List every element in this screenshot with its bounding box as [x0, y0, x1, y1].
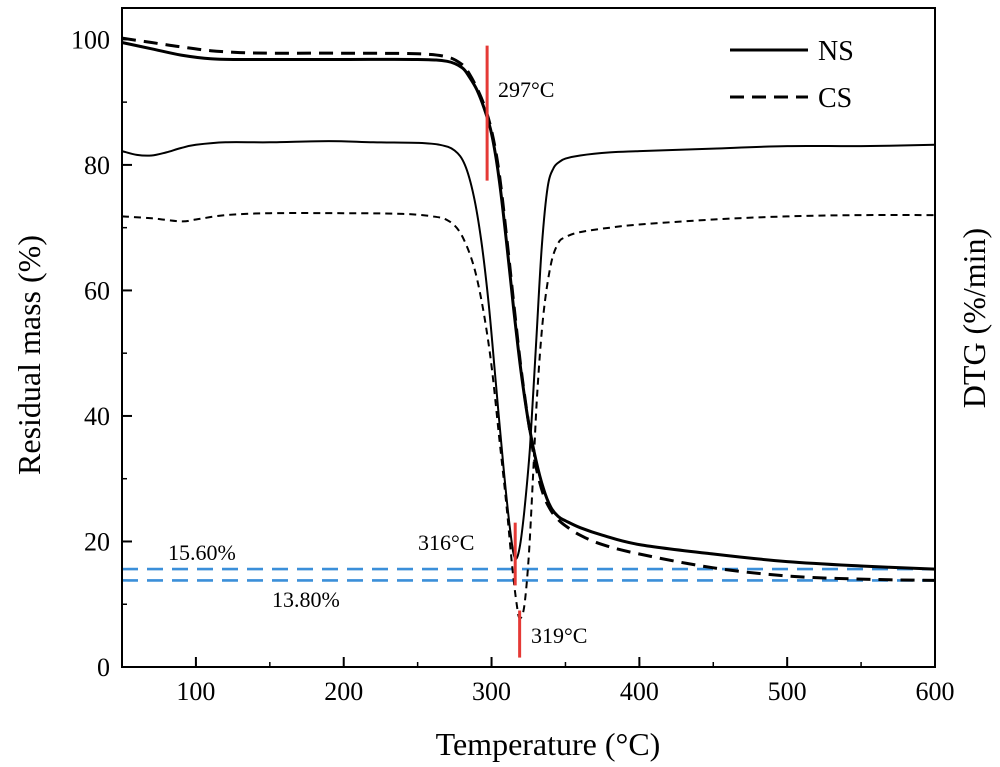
- legend-label-cs: CS: [818, 83, 852, 114]
- y-tick-label: 100: [71, 25, 110, 54]
- annotation-297c: 297°C: [498, 77, 554, 102]
- y-tick-label: 40: [84, 402, 110, 431]
- plot-frame: [121, 7, 936, 668]
- x-tick-label: 300: [472, 677, 511, 706]
- series-cs-tg-line: [121, 36, 936, 582]
- annotation-15-60-percent: 15.60%: [168, 540, 236, 565]
- x-tick-label: 600: [916, 677, 955, 706]
- annotation-13-80-percent: 13.80%: [272, 587, 340, 612]
- y-tick-label: 60: [84, 276, 110, 305]
- legend: NS CS: [730, 36, 854, 114]
- x-tick-label: 500: [768, 677, 807, 706]
- y-tick-label: 80: [84, 151, 110, 180]
- series-ns-dtg-line: [121, 140, 936, 560]
- x-axis-title: Temperature (°C): [436, 726, 661, 762]
- y-tick-label: 0: [97, 653, 110, 682]
- series-cs-dtg-line: [121, 212, 936, 620]
- y-axis-title-right: DTG (%/min): [956, 228, 992, 408]
- x-tick-label: 400: [620, 677, 659, 706]
- series-ns-tg-line: [121, 41, 936, 571]
- x-tick-label: 100: [176, 677, 215, 706]
- x-tick-label: 200: [324, 677, 363, 706]
- annotation-319c: 319°C: [531, 623, 587, 648]
- y-tick-label: 20: [84, 527, 110, 556]
- plot-area: 100 200 300 400 500 600 0 20 40 60 80 100: [71, 7, 955, 706]
- annotation-316c: 316°C: [418, 530, 474, 555]
- legend-label-ns: NS: [818, 36, 854, 67]
- y-axis-title-left: Residual mass (%): [11, 235, 47, 475]
